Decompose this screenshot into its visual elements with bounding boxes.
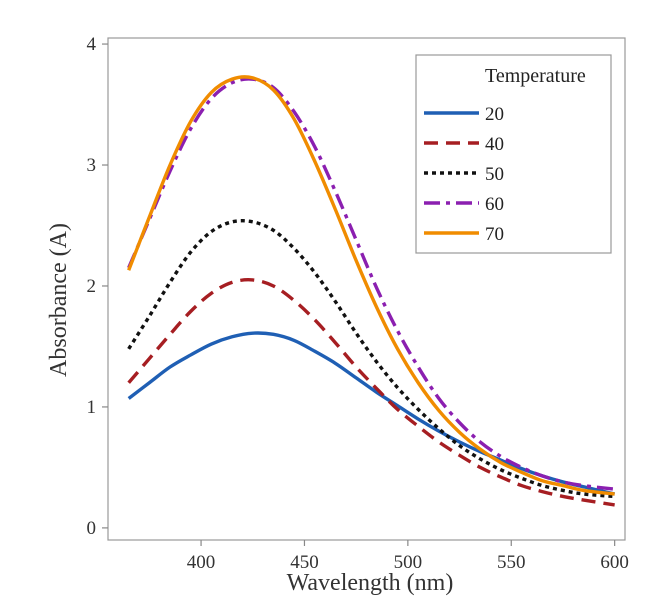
- x-axis: 400 450 500 550 600: [187, 540, 629, 573]
- y-axis: 0 1 2 3 4: [87, 34, 108, 539]
- series-lines: [127, 75, 616, 507]
- legend-label-70: 70: [485, 224, 504, 245]
- legend-title: Temperature: [485, 65, 586, 87]
- x-tick-label: 450: [290, 552, 319, 573]
- legend: Temperature 20 40 50 60 70: [415, 54, 612, 254]
- y-axis-title: Absorbance (A): [46, 223, 72, 377]
- legend-label-50: 50: [485, 164, 504, 185]
- legend-items: 20 40 50 60 70: [424, 104, 504, 245]
- x-tick-label: 550: [497, 552, 526, 573]
- y-tick-label: 1: [87, 397, 97, 418]
- legend-label-60: 60: [485, 194, 504, 215]
- y-tick-label: 4: [87, 34, 97, 55]
- series-line-40: [127, 278, 615, 507]
- x-tick-label: 400: [187, 552, 216, 573]
- legend-label-40: 40: [485, 134, 504, 155]
- series-line-70: [127, 75, 615, 496]
- series-line-60: [127, 77, 615, 491]
- series-line-50: [127, 219, 615, 499]
- legend-label-20: 20: [485, 104, 504, 125]
- x-tick-label: 600: [600, 552, 629, 573]
- y-tick-label: 0: [87, 518, 97, 539]
- x-axis-title: Wavelength (nm): [287, 570, 454, 596]
- x-tick-label: 500: [394, 552, 423, 573]
- series-line-20: [127, 331, 616, 496]
- y-tick-label: 2: [87, 276, 97, 297]
- legend-box: [415, 54, 612, 254]
- y-tick-label: 3: [87, 155, 97, 176]
